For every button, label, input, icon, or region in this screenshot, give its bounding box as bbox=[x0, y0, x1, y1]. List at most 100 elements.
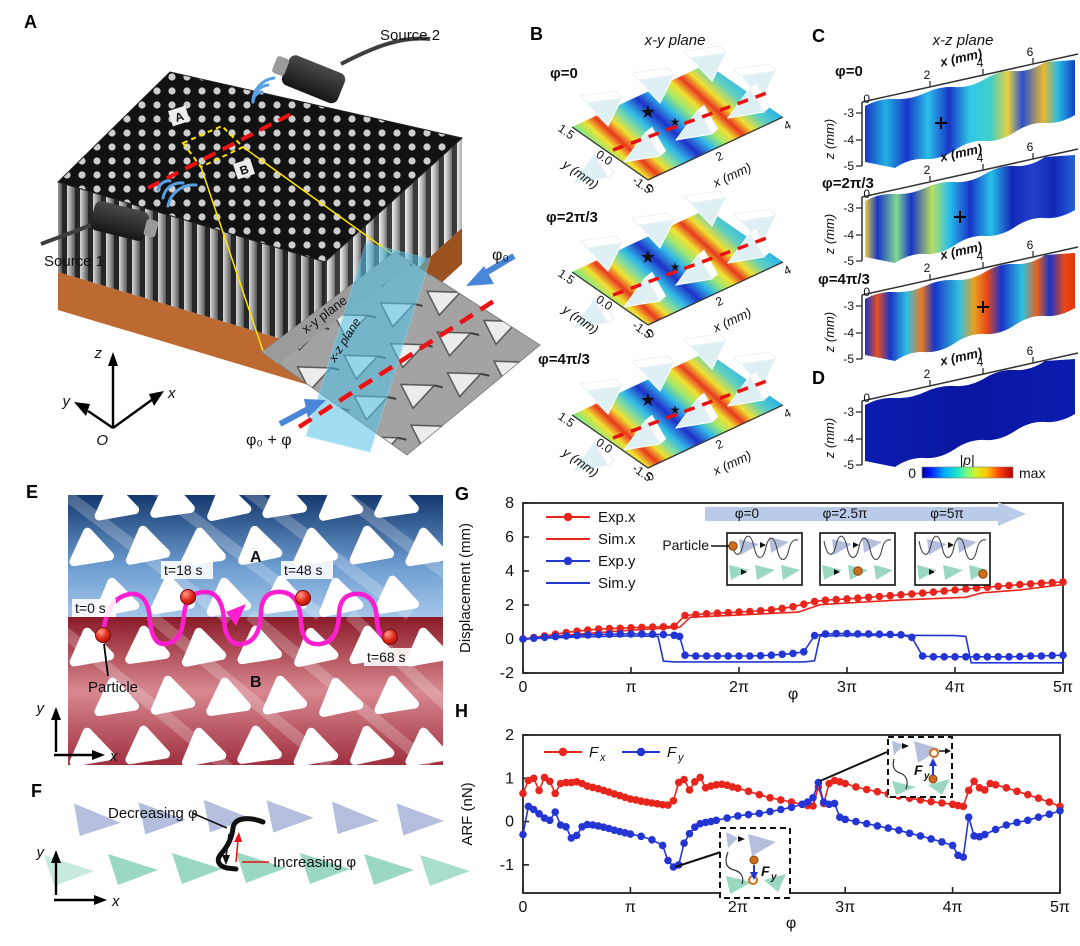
wave-arrow-phi0-plus-phi bbox=[278, 399, 326, 427]
svg-text:4π: 4π bbox=[945, 679, 965, 696]
panel-label-e: E bbox=[26, 482, 39, 502]
panel-label-a: A bbox=[24, 12, 37, 32]
svg-text:5π: 5π bbox=[1053, 679, 1073, 696]
fy-arrow-down-icon bbox=[750, 872, 758, 880]
wave-arrow-phi0 bbox=[466, 253, 516, 286]
xz-field-off bbox=[821, 343, 1079, 473]
time-label-t18: t=18 s bbox=[164, 562, 203, 578]
svg-text:F: F bbox=[914, 762, 923, 778]
svg-text:3π: 3π bbox=[837, 679, 857, 696]
inset-phase-25: φ=2.5π bbox=[823, 506, 868, 521]
sound-waves-icon bbox=[251, 76, 276, 104]
coordinate-axes: y x bbox=[36, 700, 119, 765]
upper-triangle-row bbox=[73, 799, 444, 836]
panel-label-b: B bbox=[530, 24, 543, 44]
region-a-label: A bbox=[250, 549, 262, 566]
svg-text:8: 8 bbox=[505, 495, 514, 512]
scan-line-red-dashed bbox=[297, 295, 502, 429]
panel-label-g: G bbox=[455, 484, 470, 504]
svg-text:2: 2 bbox=[505, 597, 514, 614]
phase-label: φ=2π/3 bbox=[546, 209, 598, 226]
x-axis-label: x bbox=[111, 893, 120, 910]
phase-sweep-inset: φ=0 φ=2.5π φ=5π Particle bbox=[662, 502, 1026, 586]
svg-text:0: 0 bbox=[519, 899, 528, 916]
surface-tag-a: A bbox=[167, 105, 191, 127]
coordinate-axes bbox=[87, 364, 154, 429]
region-b-label: B bbox=[250, 674, 262, 691]
panel-c-title: x-z plane bbox=[932, 32, 994, 49]
source1-label: Source 1 bbox=[44, 253, 104, 270]
xz-cut-plane bbox=[305, 242, 431, 453]
legend-exp-x: Exp.x bbox=[598, 509, 636, 526]
xz-field-phi-2pi3 bbox=[821, 139, 1079, 269]
panel-a-photo: A B Source 2 bbox=[40, 27, 541, 456]
panel-e-trajectory-photo: t=0 s t=18 s t=48 s t=68 s A B Particle … bbox=[36, 495, 443, 765]
displacement-curves: 0 π 2π 3π 4π 5π -2 0 2 4 6 8 bbox=[500, 495, 1073, 696]
phi0-label: φ₀ bbox=[492, 247, 509, 264]
svg-text:4: 4 bbox=[505, 563, 514, 580]
colorbar: |p| 0 max bbox=[908, 452, 1045, 481]
svg-text:0: 0 bbox=[505, 631, 514, 648]
coordinate-axes: y x bbox=[36, 844, 121, 910]
decreasing-arrow bbox=[222, 833, 230, 865]
time-label-t0: t=0 s bbox=[75, 600, 106, 616]
inset-phase-0: φ=0 bbox=[735, 506, 759, 521]
svg-text:2π: 2π bbox=[729, 679, 749, 696]
panel-f-schematic: Decreasing φ Increasing φ y x bbox=[36, 799, 470, 910]
x-axis-label: x bbox=[109, 748, 118, 765]
phi0-plus-phi-label: φ₀ + φ bbox=[246, 432, 292, 449]
scan-line-red-dashed bbox=[147, 111, 294, 190]
svg-text:1: 1 bbox=[505, 770, 514, 787]
panel-h-arf-chart: 0 π 2π 3π 4π 5π -1 0 1 2 F x F y F y bbox=[459, 727, 1070, 932]
phase-label: φ=0 bbox=[550, 65, 578, 82]
particle-label: Particle bbox=[88, 679, 138, 696]
trajectory-arrow-icon bbox=[226, 604, 246, 626]
svg-text:y: y bbox=[770, 872, 777, 883]
panel-label-f: F bbox=[31, 781, 42, 801]
arf-curves: 0 π 2π 3π 4π 5π -1 0 1 2 bbox=[500, 727, 1070, 916]
time-labels: t=0 s t=18 s t=48 s t=68 s bbox=[72, 561, 416, 666]
h-y-axis-title: ARF (nN) bbox=[459, 782, 476, 845]
svg-text:x: x bbox=[599, 752, 606, 764]
svg-text:π: π bbox=[625, 899, 636, 916]
increasing-arrow bbox=[234, 832, 242, 863]
colorbar-max: max bbox=[1019, 465, 1045, 481]
inset-particle-dot bbox=[853, 566, 863, 576]
time-label-t68: t=68 s bbox=[367, 649, 406, 665]
svg-text:5π: 5π bbox=[1050, 899, 1070, 916]
legend-fy: F bbox=[667, 744, 677, 761]
svg-text:4π: 4π bbox=[943, 899, 963, 916]
inset-particle-dot bbox=[928, 774, 938, 784]
plot-frame bbox=[522, 502, 1064, 674]
xz-field-phi0 bbox=[821, 44, 1079, 174]
inset-particle-dot bbox=[728, 541, 738, 551]
xz-field-phi-4pi3 bbox=[821, 237, 1079, 367]
legend-fx: F bbox=[589, 744, 599, 761]
panel-label-h: H bbox=[455, 701, 468, 721]
svg-text:F: F bbox=[761, 863, 770, 879]
colorbar-title: |p| bbox=[959, 452, 974, 468]
phase-label: φ=4π/3 bbox=[818, 271, 870, 288]
origin-label: O bbox=[96, 432, 108, 449]
y-axis-label: y bbox=[36, 700, 46, 717]
decreasing-phi-label: Decreasing φ bbox=[108, 805, 198, 822]
legend-exp-y: Exp.y bbox=[598, 553, 636, 570]
inset-phase-5: φ=5π bbox=[930, 506, 963, 521]
svg-text:y: y bbox=[923, 771, 930, 782]
svg-text:y: y bbox=[677, 752, 685, 764]
particle-trajectory bbox=[100, 589, 393, 647]
fy-down-inset: F y bbox=[719, 827, 791, 899]
surface-tag-b: B bbox=[232, 158, 256, 180]
source2-label: Source 2 bbox=[380, 27, 440, 44]
legend-sim-y: Sim.y bbox=[598, 575, 636, 592]
z-axis-label: z bbox=[94, 345, 103, 362]
y-axis-label: y bbox=[36, 844, 46, 861]
panel-c-xz-simulations: 2 4 6 x (mm) 0 -3 -4 -5 z (mm) x-z plane bbox=[818, 32, 1079, 481]
legend: Exp.x Sim.x Exp.y Sim.y bbox=[546, 509, 636, 592]
transducer-source1 bbox=[40, 179, 198, 246]
increasing-phi-label: Increasing φ bbox=[273, 854, 356, 871]
svg-text:3π: 3π bbox=[835, 899, 855, 916]
x-axis-label: x bbox=[167, 385, 176, 402]
svg-text:-1: -1 bbox=[500, 857, 514, 874]
